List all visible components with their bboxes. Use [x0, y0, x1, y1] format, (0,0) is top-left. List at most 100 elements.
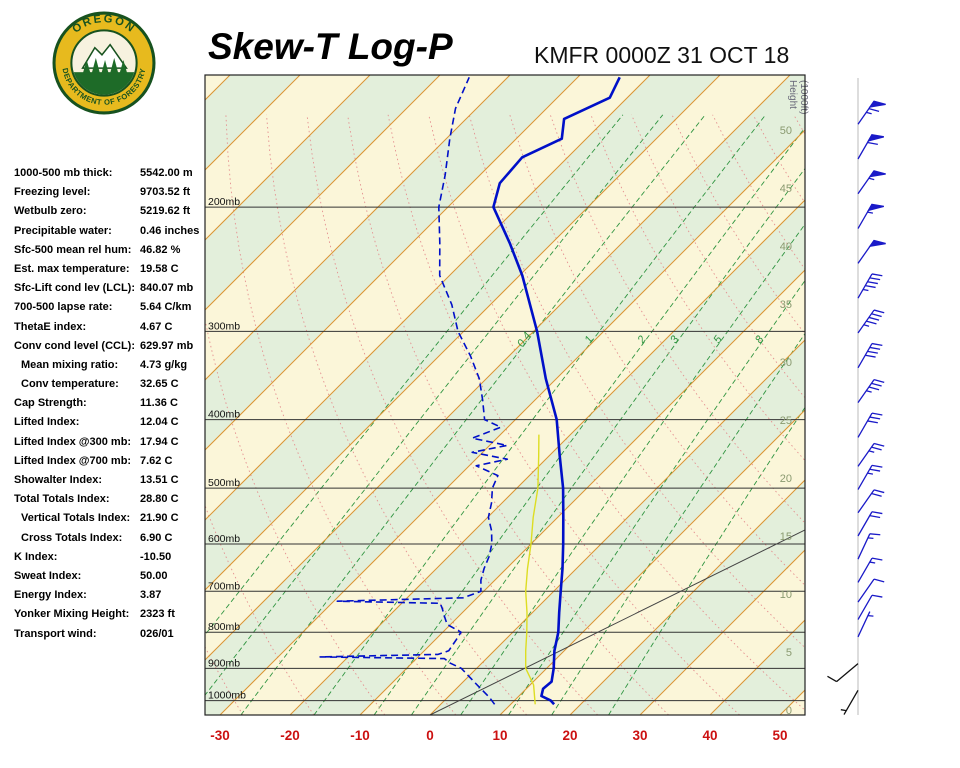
- stat-row: Showalter Index: 13.51 C: [14, 471, 214, 490]
- wind-barb: [840, 689, 859, 715]
- stat-row: Yonker Mixing Height: 2323 ft: [14, 605, 214, 624]
- stat-row: Sweat Index: 50.00: [14, 567, 214, 586]
- isotherm-bands: [205, 75, 805, 715]
- temp-axis-label: -30: [210, 728, 230, 743]
- stat-row: Sfc-500 mean rel hum: 46.82 %: [14, 241, 214, 260]
- stat-row: Conv cond level (CCL): 629.97 mb: [14, 337, 214, 356]
- height-tick-label: 35: [780, 299, 792, 311]
- stat-label: Lifted Index:: [14, 416, 80, 429]
- temp-axis-label: 40: [702, 728, 717, 743]
- height-tick-label: 45: [780, 183, 792, 195]
- stat-label: Vertical Totals Index:: [21, 512, 131, 525]
- wind-barb: [857, 412, 883, 438]
- pressure-label: 800mb: [208, 621, 240, 633]
- stat-row: Lifted Index @700 mb: 7.62 C: [14, 452, 214, 471]
- logo-trees-icon: [82, 57, 128, 76]
- mixing-ratio-label: 1: [582, 334, 595, 346]
- odf-logo: OREGON DEPARTMENT OF FORESTRY: [52, 11, 156, 115]
- stat-row: Vertical Totals Index: 21.90 C: [14, 509, 214, 528]
- stat-row: Precipitable water: 0.46 inches: [14, 222, 214, 241]
- height-axis-title: Height: [787, 80, 798, 109]
- stat-value: 5219.62 ft: [140, 205, 191, 218]
- temp-axis-label: 0: [426, 728, 434, 743]
- height-tick-label: 30: [780, 357, 792, 369]
- stat-value: 17.94 C: [140, 435, 179, 448]
- pressure-label: 500mb: [208, 477, 240, 489]
- wind-barb: [857, 594, 883, 620]
- temp-axis-label: 20: [562, 728, 577, 743]
- wind-barb: [827, 663, 859, 683]
- pressure-label: 900mb: [208, 657, 240, 669]
- stat-label: Freezing level:: [14, 186, 91, 199]
- wind-barb-column: [827, 78, 886, 715]
- mixing-ratio-lines: [205, 114, 805, 715]
- height-tick-label: 40: [780, 241, 792, 253]
- stat-label: Showalter Index:: [14, 474, 103, 486]
- stat-row: 1000-500 mb thick: 5542.00 m: [14, 164, 214, 183]
- height-tick-label: 50: [780, 125, 792, 137]
- wind-barb: [857, 442, 885, 467]
- temp-axis-label: 30: [632, 728, 647, 743]
- stat-label: Yonker Mixing Height:: [14, 608, 130, 621]
- wind-barb: [857, 342, 883, 369]
- stat-label: Sfc-Lift cond lev (LCL):: [14, 282, 135, 295]
- wetbulb-trace: [525, 434, 540, 705]
- height-tick-label: 20: [780, 473, 792, 485]
- stat-row: K Index: -10.50: [14, 548, 214, 567]
- wind-barb: [857, 578, 885, 603]
- chart-frame: [204, 74, 806, 716]
- wind-barb: [857, 611, 874, 638]
- stat-value: 21.90 C: [140, 512, 179, 525]
- pressure-labels: 200mb 300mb 400mb 500mb 600mb 700mb 800mb 900mb…: [208, 196, 246, 702]
- odf-logo-graphic: OREGON DEPARTMENT OF FORESTRY: [52, 11, 156, 115]
- logo-forest-scene: [72, 43, 136, 95]
- stat-value: 026/01: [140, 627, 174, 640]
- stat-row: Est. max temperature: 19.58 C: [14, 260, 214, 279]
- stat-label: Mean mixing ratio:: [21, 358, 119, 371]
- page-title: Skew-T Log-P: [208, 26, 453, 67]
- wind-barb: [857, 379, 885, 403]
- height-tick-label: 0: [786, 705, 792, 717]
- isotherms: [205, 75, 805, 715]
- stat-label: 1000-500 mb thick:: [14, 167, 113, 179]
- stat-value: 50.00: [140, 569, 168, 582]
- dewpoint-trace: [319, 76, 509, 705]
- stat-row: ThetaE index: 4.67 C: [14, 318, 214, 337]
- stat-label: Wetbulb zero:: [14, 205, 87, 218]
- stat-label: Lifted Index @300 mb:: [14, 435, 132, 448]
- stat-row: Wetbulb zero: 5219.62 ft: [14, 202, 214, 221]
- wind-barb: [857, 489, 885, 514]
- stat-value: 13.51 C: [140, 474, 179, 486]
- temp-axis-label: 10: [492, 728, 507, 743]
- stat-value: 9703.52 ft: [140, 186, 191, 199]
- stat-row: Mean mixing ratio: 4.73 g/kg: [14, 356, 214, 375]
- wind-barb: [857, 273, 883, 299]
- stat-value: 46.82 %: [140, 243, 181, 256]
- stat-label: Transport wind:: [14, 627, 97, 640]
- temperature-trace: [492, 76, 621, 706]
- wind-barb: [857, 239, 886, 264]
- stat-row: Cap Strength: 11.36 C: [14, 394, 214, 413]
- stat-label: Total Totals Index:: [14, 493, 110, 506]
- stat-label: Sfc-500 mean rel hum:: [14, 243, 132, 256]
- stat-value: 12.04 C: [140, 416, 179, 429]
- pressure-label: 1000mb: [208, 690, 246, 702]
- stat-row: Lifted Index @300 mb: 17.94 C: [14, 433, 214, 452]
- stat-row: 700-500 lapse rate: 5.64 C/km: [14, 298, 214, 317]
- stat-value: 0.46 inches: [140, 224, 200, 237]
- stat-row: Total Totals Index: 28.80 C: [14, 490, 214, 509]
- wind-barb: [857, 203, 884, 229]
- stat-row: Transport wind: 026/01: [14, 625, 214, 644]
- stat-label: Conv temperature:: [21, 378, 119, 391]
- wind-barb: [857, 309, 885, 334]
- wind-barb: [857, 134, 884, 160]
- temp-axis-label: -20: [280, 728, 300, 743]
- stat-label: 700-500 lapse rate:: [14, 301, 113, 314]
- stat-value: 840.07 mb: [140, 282, 194, 295]
- stat-label: ThetaE index:: [14, 320, 87, 333]
- stat-label: Cross Totals Index:: [21, 531, 123, 544]
- stat-row: Sfc-Lift cond lev (LCL): 840.07 mb: [14, 279, 214, 298]
- pressure-label: 300mb: [208, 320, 240, 332]
